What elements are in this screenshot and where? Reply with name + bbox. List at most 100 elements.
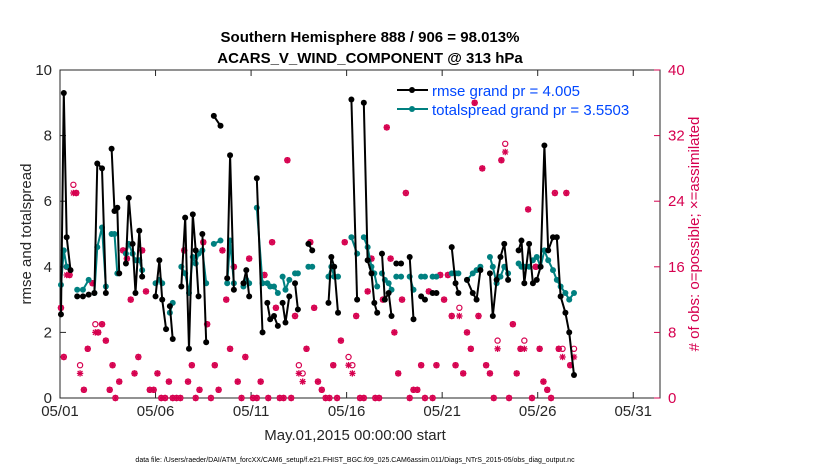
obs-assimilated-marker (253, 394, 261, 402)
right-y-axis: 0 8 16 24 32 40 (654, 62, 685, 407)
obs-assimilated-marker (135, 353, 142, 361)
obs-assimilated-marker (330, 362, 337, 369)
obs-possible-marker (295, 362, 303, 369)
obs-assimilated-stroke (227, 345, 233, 352)
rmse-line-segment (60, 92, 72, 315)
rmse-point (63, 234, 70, 241)
rmse-point (91, 290, 98, 297)
obs-assimilated-stroke (106, 386, 113, 393)
rmse-point (60, 89, 67, 96)
obs-assimilated-stroke (360, 395, 367, 401)
obs-assimilated-marker (303, 345, 310, 352)
obs-assimilated-marker (98, 321, 106, 328)
spread-point (74, 286, 81, 293)
rmse-point (94, 160, 101, 167)
obs-assimilated-stroke (299, 378, 306, 385)
obs-assimilated-stroke (334, 395, 340, 401)
obs-assimilated-marker (165, 378, 173, 385)
x-tick-label: 05/01 (41, 403, 79, 420)
obs-assimilated-stroke (475, 313, 482, 319)
rmse-point (410, 316, 417, 323)
rmse-point (368, 270, 375, 277)
rmse-point (433, 290, 440, 297)
obs-assimilated-stroke (536, 345, 543, 352)
obs-assimilated-marker (421, 394, 429, 402)
obs-assimilated-stroke (521, 345, 528, 352)
obs-assimilated-marker (433, 362, 440, 369)
rmse-point (166, 303, 173, 310)
obs-assimilated-stroke (494, 345, 501, 352)
left-tick-label: 10 (35, 62, 52, 79)
obs-assimilated-stroke (284, 157, 291, 164)
obs-assimilated-marker (486, 370, 494, 377)
legend-rmse-label: rmse grand pr = 4.005 (432, 83, 580, 100)
obs-assimilated-stroke (330, 362, 337, 369)
rmse-line-segment (408, 256, 415, 320)
series-lines (57, 89, 578, 379)
obs-possible-marker (92, 321, 99, 328)
rmse-point (335, 309, 342, 316)
obs-assimilated-stroke (234, 378, 241, 385)
rmse-point (294, 306, 301, 313)
obs-assimilated-stroke (257, 378, 264, 385)
rmse-point (114, 204, 121, 211)
spread-point (217, 237, 224, 244)
obs-assimilated-marker (109, 362, 116, 369)
obs-assimilated-stroke (154, 370, 161, 377)
rmse-point (348, 96, 355, 103)
rmse-point (393, 260, 400, 267)
rmse-point (129, 240, 136, 247)
obs-assimilated-marker (127, 296, 134, 303)
obs-assimilated-stroke (120, 247, 126, 254)
spread-point (348, 234, 355, 241)
obs-assimilated-stroke (295, 370, 302, 377)
obs-assimilated-marker (345, 362, 352, 369)
obs-assimilated-stroke (383, 124, 390, 131)
obs-assimilated-stroke (464, 329, 470, 336)
obs-assimilated-stroke (103, 337, 109, 344)
rmse-point (309, 247, 316, 254)
rmse-point (292, 280, 299, 287)
obs-assimilated-marker (414, 386, 421, 393)
obs-assimilated-marker (184, 378, 192, 385)
obs-assimilated-stroke (219, 247, 226, 254)
obs-assimilated-stroke (490, 395, 497, 401)
obs-assimilated-stroke (513, 370, 520, 377)
rmse-point (497, 253, 504, 260)
spread-point (85, 276, 92, 283)
obs-assimilated-stroke (73, 190, 80, 196)
obs-assimilated-marker (502, 148, 509, 156)
rmse-point (116, 270, 123, 277)
spread-point (486, 253, 493, 260)
obs-assimilated-marker (60, 353, 68, 361)
rmse-point (57, 311, 64, 318)
obs-assimilated-stroke (425, 288, 432, 295)
obs-assimilated-stroke (529, 395, 535, 401)
rmse-point (108, 145, 115, 152)
obs-assimilated-marker (360, 394, 368, 402)
obs-assimilated-marker (551, 189, 559, 197)
rmse-point (398, 260, 405, 267)
spread-point (335, 273, 342, 280)
obs-assimilated-stroke (99, 321, 105, 328)
obs-assimilated-stroke (131, 370, 138, 377)
obs-assimilated-marker (524, 206, 532, 213)
rmse-line-segment (201, 233, 208, 343)
rmse-point (364, 257, 371, 264)
obs-assimilated-stroke (208, 395, 214, 401)
obs-assimilated-stroke (544, 386, 551, 393)
obs-assimilated-stroke (60, 354, 67, 360)
rmse-line-segment (124, 196, 144, 294)
rmse-point (541, 142, 548, 149)
rmse-point (185, 345, 192, 352)
rmse-line-segment (350, 99, 359, 300)
obs-assimilated-marker (76, 370, 84, 377)
obs-assimilated-marker (295, 370, 303, 377)
obs-assimilated-stroke (211, 362, 218, 369)
rmse-point (210, 112, 217, 119)
obs-assimilated-marker (364, 288, 371, 295)
obs-assimilated-marker (299, 378, 306, 385)
rmse-point (469, 290, 476, 297)
obs-assimilated-marker (223, 296, 230, 303)
obs-assimilated-marker (102, 337, 110, 344)
